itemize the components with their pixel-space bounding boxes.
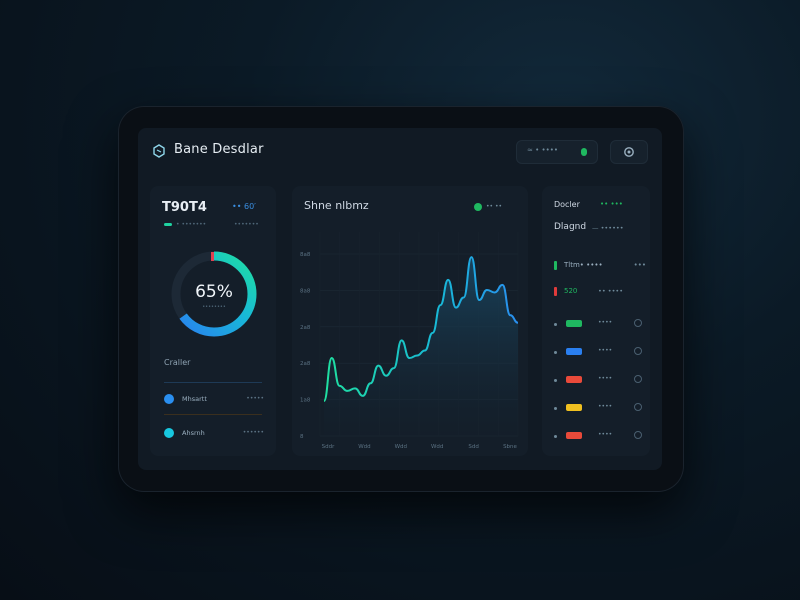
details-subheading-value: — ••••••: [592, 224, 624, 232]
chart-title: Shne nlbmz: [304, 199, 369, 212]
chip-dot: [474, 203, 482, 211]
logo-icon: [153, 144, 165, 158]
x-tick-label: Wdd: [395, 444, 407, 450]
chip-label: •• ••: [486, 203, 503, 210]
chart-filter-chip[interactable]: •• ••: [474, 200, 518, 214]
info-icon[interactable]: [634, 431, 642, 439]
item-color-bar: [554, 287, 557, 296]
info-icon[interactable]: [634, 319, 642, 327]
bullet: [554, 407, 557, 410]
status-pill[interactable]: ≈ • ••••: [516, 140, 598, 164]
legend-dot: [164, 428, 174, 438]
info-icon[interactable]: [634, 347, 642, 355]
color-swatch: [566, 432, 582, 439]
y-tick-label: 8a8: [300, 252, 311, 258]
divider: [164, 382, 262, 383]
color-swatch: [566, 348, 582, 355]
details-heading-value: •• •••: [600, 200, 623, 208]
legend-dot: [164, 394, 174, 404]
legend-value: ••••••: [242, 429, 264, 436]
list-row[interactable]: ••••: [550, 374, 646, 386]
x-tick-label: Wdd: [358, 444, 370, 450]
line-chart: 8a8 8a8 2a8 2a8 1a8 8 Sddr Wdd Wdd Wdd Sdd Sbne: [300, 232, 519, 450]
donut-percent: 65%: [195, 282, 233, 302]
y-tick-label: 8a8: [300, 288, 311, 294]
chart-line: [323, 256, 519, 402]
legend-label: Ahsrnh: [182, 429, 205, 437]
details-card: Docler •• ••• Dlagnd — •••••• Tltm• ••••…: [542, 186, 650, 456]
item-value: •• ••••: [598, 287, 624, 295]
tablet-frame: Bane Desdlar ≈ • •••• T90T4 •• 60′ • •••…: [118, 106, 684, 492]
y-tick-label: 2a8: [300, 361, 311, 367]
info-icon[interactable]: [634, 403, 642, 411]
donut-chart: [171, 251, 257, 337]
bullet: [554, 323, 557, 326]
row-value: ••••: [598, 319, 613, 326]
x-tick-label: Wdd: [431, 444, 443, 450]
list-row[interactable]: ••••: [550, 346, 646, 358]
dashboard-screen: Bane Desdlar ≈ • •••• T90T4 •• 60′ • •••…: [138, 128, 662, 470]
app-title: Bane Desdlar: [174, 142, 264, 157]
details-heading: Docler: [554, 200, 580, 209]
list-row[interactable]: ••••: [550, 402, 646, 414]
mini-indicator: [164, 223, 172, 226]
stat-sub-left: • •••••••: [176, 221, 207, 228]
legend-item[interactable]: Ahsrnh ••••••: [164, 426, 264, 440]
list-row[interactable]: ••••: [550, 318, 646, 330]
gear-icon: [624, 147, 634, 157]
x-tick-label: Sddr: [322, 444, 335, 450]
settings-button[interactable]: [610, 140, 648, 164]
color-swatch: [566, 320, 582, 327]
donut-caption: ••••••••: [202, 304, 226, 310]
x-tick-label: Sdd: [468, 444, 478, 450]
stat-delta: •• 60′: [232, 202, 256, 211]
y-tick-label: 8: [300, 434, 304, 440]
row-value: ••••: [598, 431, 613, 438]
item-label: 520: [564, 287, 578, 295]
donut-marker: [211, 252, 214, 261]
item-color-bar: [554, 261, 557, 270]
color-swatch: [566, 404, 582, 411]
detail-item[interactable]: 520 •• ••••: [550, 286, 646, 298]
stat-sub-right: •••••••: [234, 221, 259, 228]
legend-label: Mhsartt: [182, 395, 207, 403]
color-swatch: [566, 376, 582, 383]
list-row[interactable]: ••••: [550, 430, 646, 442]
chart-area: [324, 257, 518, 436]
item-extra: •••: [633, 261, 646, 269]
bullet: [554, 351, 557, 354]
bullet: [554, 379, 557, 382]
stat-value: T90T4: [162, 200, 207, 215]
x-tick-label: Sbne: [503, 444, 517, 450]
bullet: [554, 435, 557, 438]
summary-card: T90T4 •• 60′ • ••••••• ••••••• 65% •••••…: [150, 186, 276, 456]
row-value: ••••: [598, 347, 613, 354]
row-value: ••••: [598, 375, 613, 382]
line-chart-card: Shne nlbmz •• •• 8: [292, 186, 528, 456]
detail-item[interactable]: Tltm• •••• •••: [550, 260, 646, 272]
row-value: ••••: [598, 403, 613, 410]
legend-value: •••••: [246, 395, 264, 402]
y-tick-label: 2a8: [300, 325, 311, 331]
section-label: Craller: [164, 358, 191, 367]
item-label: Tltm• ••••: [564, 261, 603, 269]
legend-item[interactable]: Mhsartt •••••: [164, 392, 264, 406]
details-subheading: Dlagnd: [554, 222, 587, 232]
status-text: ≈ • ••••: [527, 146, 558, 154]
info-icon[interactable]: [634, 375, 642, 383]
status-dot: [581, 148, 587, 156]
y-tick-label: 1a8: [300, 398, 311, 404]
divider: [164, 414, 262, 415]
